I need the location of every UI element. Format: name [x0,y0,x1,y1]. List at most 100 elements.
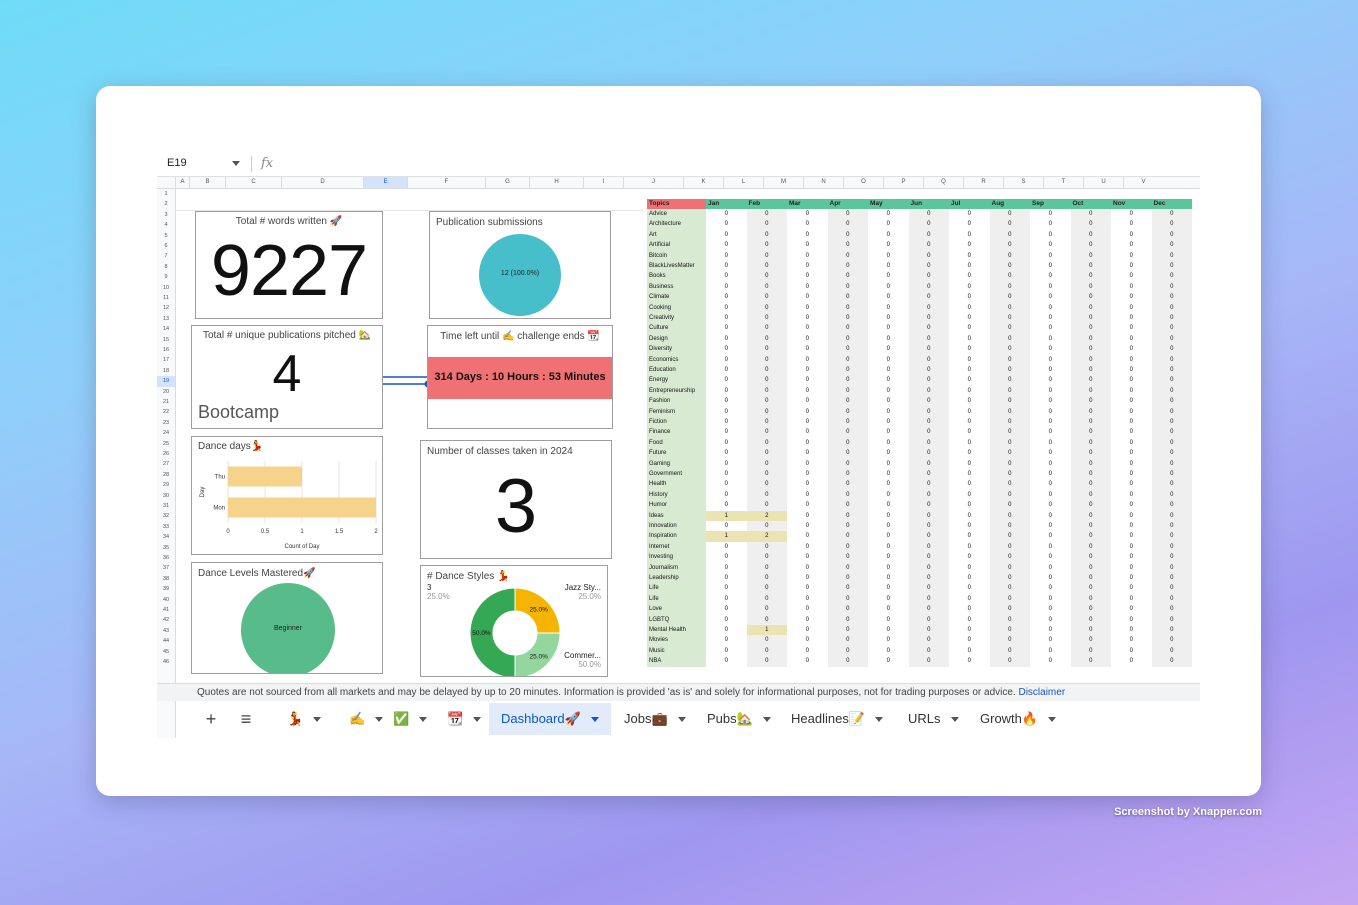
value-cell[interactable]: 0 [724,283,728,290]
value-cell[interactable]: 0 [805,294,809,301]
value-cell[interactable]: 0 [886,491,890,498]
value-cell[interactable]: 0 [927,627,931,633]
value-cell[interactable]: 0 [765,647,769,654]
row-header[interactable]: 44 [162,638,170,645]
value-cell[interactable]: 0 [1129,242,1133,249]
value-cell[interactable]: 0 [1048,616,1052,623]
value-cell[interactable]: 0 [805,637,809,644]
value-cell[interactable]: 0 [927,595,931,602]
value-cell[interactable]: 0 [1089,273,1093,280]
value-cell[interactable]: 0 [1048,283,1052,290]
value-cell[interactable]: 0 [1008,408,1012,415]
value-cell[interactable]: 0 [1129,221,1133,228]
value-cell[interactable]: 0 [846,408,850,415]
value-cell[interactable]: 0 [724,242,728,249]
value-cell[interactable]: 0 [1170,211,1174,217]
value-cell[interactable]: 2 [765,533,769,540]
value-cell[interactable]: 0 [886,377,890,384]
value-cell[interactable]: 0 [967,273,971,280]
value-cell[interactable]: 0 [765,595,769,602]
value-cell[interactable]: 0 [1129,533,1133,540]
value-cell[interactable]: 0 [927,491,931,498]
value-cell[interactable]: 0 [1048,335,1052,342]
value-cell[interactable]: 0 [1008,658,1012,665]
value-cell[interactable]: 0 [1129,460,1133,467]
value-cell[interactable]: 0 [886,346,890,353]
value-cell[interactable]: 0 [846,325,850,332]
value-cell[interactable]: 0 [886,429,890,436]
value-cell[interactable]: 0 [1170,554,1174,561]
value-cell[interactable]: 0 [1170,595,1174,602]
value-cell[interactable]: 0 [1008,616,1012,623]
value-cell[interactable]: 0 [1170,408,1174,415]
value-cell[interactable]: 0 [1048,502,1052,509]
value-cell[interactable]: 0 [1129,491,1133,498]
row-header[interactable]: 38 [162,575,170,582]
value-cell[interactable]: 0 [1048,398,1052,405]
value-cell[interactable]: 0 [846,502,850,509]
value-cell[interactable]: 0 [1089,564,1093,571]
column-header-t[interactable]: T [1043,177,1083,188]
value-cell[interactable]: 0 [846,637,850,644]
value-cell[interactable]: 0 [927,294,931,301]
classes-widget[interactable]: Number of classes taken in 2024 3 [420,440,612,559]
topic-cell[interactable]: Love [647,604,706,615]
value-cell[interactable]: 0 [1170,543,1174,550]
value-cell[interactable]: 0 [846,533,850,540]
value-cell[interactable]: 0 [724,554,728,561]
value-cell[interactable]: 0 [805,273,809,280]
value-cell[interactable]: 0 [724,273,728,280]
value-cell[interactable]: 0 [846,211,850,217]
row-header[interactable]: 33 [162,523,170,530]
value-cell[interactable]: 0 [846,554,850,561]
row-header[interactable]: 39 [162,586,170,593]
value-cell[interactable]: 0 [1048,595,1052,602]
value-cell[interactable]: 0 [1089,575,1093,581]
value-cell[interactable]: 0 [1048,273,1052,280]
value-cell[interactable]: 0 [1170,575,1174,581]
value-cell[interactable]: 0 [1089,304,1093,311]
value-cell[interactable]: 0 [724,471,728,477]
value-cell[interactable]: 0 [1048,491,1052,498]
value-cell[interactable]: 0 [805,616,809,623]
topic-cell[interactable]: Art [647,229,706,241]
value-cell[interactable]: 0 [1089,533,1093,540]
value-cell[interactable]: 0 [886,367,890,373]
topic-cell[interactable]: Artificial [647,240,706,251]
value-cell[interactable]: 0 [886,335,890,342]
value-cell[interactable]: 0 [886,616,890,623]
value-cell[interactable]: 0 [846,647,850,654]
value-cell[interactable]: 0 [1048,356,1052,363]
value-cell[interactable]: 0 [967,283,971,290]
countdown-widget[interactable]: Time left until ✍️ challenge ends 📆 314 … [427,325,613,429]
value-cell[interactable]: 0 [1008,367,1012,373]
value-cell[interactable]: 0 [846,627,850,633]
value-cell[interactable]: 0 [1008,439,1012,446]
value-cell[interactable]: 0 [846,387,850,394]
value-cell[interactable]: 0 [1129,429,1133,436]
value-cell[interactable]: 0 [927,315,931,321]
value-cell[interactable]: 0 [967,356,971,363]
chevron-down-icon[interactable] [950,717,959,723]
value-cell[interactable]: 0 [724,523,728,529]
row-header[interactable]: 16 [162,347,170,353]
value-cell[interactable]: 0 [805,606,809,613]
value-cell[interactable]: 0 [1129,231,1133,238]
value-cell[interactable]: 0 [765,523,769,529]
submissions-widget[interactable]: Publication submissions 12 (100.0%) [429,211,611,319]
value-cell[interactable]: 0 [1008,575,1012,581]
value-cell[interactable]: 0 [1129,398,1133,405]
value-cell[interactable]: 0 [967,294,971,301]
topic-cell[interactable]: History [647,489,706,501]
value-cell[interactable]: 0 [1089,658,1093,665]
value-cell[interactable]: 0 [1008,543,1012,550]
value-cell[interactable]: 0 [724,575,728,581]
value-cell[interactable]: 0 [1008,387,1012,394]
value-cell[interactable]: 0 [1048,387,1052,394]
topic-cell[interactable]: Inspiration [647,531,706,542]
row-header[interactable]: 19 [157,376,175,387]
value-cell[interactable]: 0 [886,325,890,332]
value-cell[interactable]: 0 [1129,606,1133,613]
value-cell[interactable]: 0 [1089,439,1093,446]
value-cell[interactable]: 0 [1170,460,1174,467]
